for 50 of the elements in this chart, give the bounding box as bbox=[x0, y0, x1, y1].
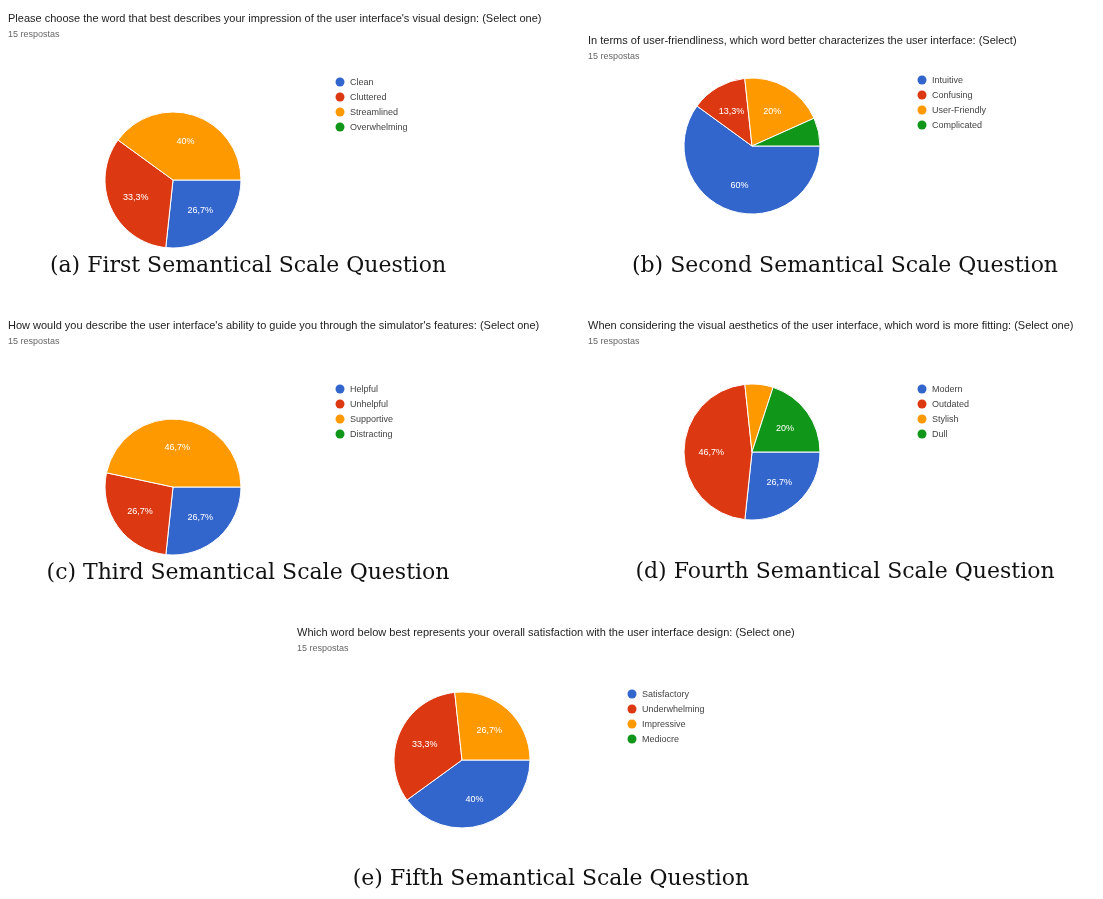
data-label: 46,7% bbox=[698, 447, 724, 458]
chart-title: How would you describe the user interface's ability to guide you through the simulator's features: (Select one) bbox=[8, 318, 541, 333]
text: (b) Second Semantical Scale Question bbox=[631, 252, 1059, 277]
legend-label: Supportive bbox=[350, 414, 394, 425]
legend-label: Modern bbox=[932, 384, 963, 395]
legend-label: Distracting bbox=[350, 429, 393, 440]
legend-label: Clean bbox=[350, 77, 374, 88]
data-label: 33,3% bbox=[411, 738, 438, 749]
chart-title: Which word below best represents your overall satisfaction with the user interface design: (Select one) bbox=[297, 625, 796, 640]
chart-subtitle: 15 respostas bbox=[588, 335, 641, 347]
legend-label: Cluttered bbox=[350, 92, 387, 103]
text: (a) First Semantical Scale Question bbox=[49, 252, 447, 277]
legend-label: Outdated bbox=[932, 399, 970, 410]
legend-label: Intuitive bbox=[932, 75, 964, 86]
text: (d) Fourth Semantical Scale Question bbox=[635, 558, 1055, 583]
chart-subtitle: 15 respostas bbox=[588, 50, 641, 62]
data-label: 26,7% bbox=[766, 477, 793, 488]
chart-subtitle: 15 respostas bbox=[297, 642, 350, 654]
data-label: 26,7% bbox=[187, 512, 214, 523]
data-label: 20% bbox=[763, 105, 782, 116]
data-label: 13,3% bbox=[718, 105, 745, 116]
legend-label: User-Friendly bbox=[932, 105, 987, 116]
text: (e) Fifth Semantical Scale Question bbox=[352, 865, 750, 890]
data-label: 60% bbox=[730, 179, 749, 190]
data-label: 26,7% bbox=[127, 506, 153, 517]
legend-label: Stylish bbox=[932, 414, 959, 425]
legend-label: Underwhelming bbox=[642, 704, 705, 715]
data-label: 40% bbox=[465, 793, 484, 804]
text: (c) Third Semantical Scale Question bbox=[46, 559, 450, 584]
legend-label: Dull bbox=[932, 429, 948, 440]
legend-label: Helpful bbox=[350, 384, 379, 395]
legend-label: Unhelpful bbox=[350, 399, 389, 410]
data-label: 26,7% bbox=[187, 205, 214, 216]
legend-label: Confusing bbox=[932, 90, 973, 101]
legend-label: Mediocre bbox=[642, 734, 680, 745]
data-label: 40% bbox=[176, 136, 195, 147]
chart-title: Please choose the word that best describes your impression of the user interface's visual design: (Select one) bbox=[8, 11, 543, 26]
legend-label: Impressive bbox=[642, 719, 686, 730]
data-label: 26,7% bbox=[476, 724, 503, 735]
legend-label: Overwhelming bbox=[350, 122, 408, 133]
legend-label: Streamlined bbox=[350, 107, 399, 118]
legend-label: Complicated bbox=[932, 120, 983, 131]
data-label: 33,3% bbox=[122, 191, 149, 202]
data-label: 46,7% bbox=[164, 441, 191, 452]
chart-title: In terms of user-friendliness, which word better characterizes the user interface: (Select) bbox=[588, 33, 1018, 48]
chart-subtitle: 15 respostas bbox=[8, 28, 61, 40]
legend-label: Satisfactory bbox=[642, 689, 690, 700]
chart-title: When considering the visual aesthetics of the user interface, which word is more fitting: (Select one) bbox=[588, 318, 1075, 333]
data-label: 20% bbox=[776, 423, 795, 434]
chart-subtitle: 15 respostas bbox=[8, 335, 61, 347]
